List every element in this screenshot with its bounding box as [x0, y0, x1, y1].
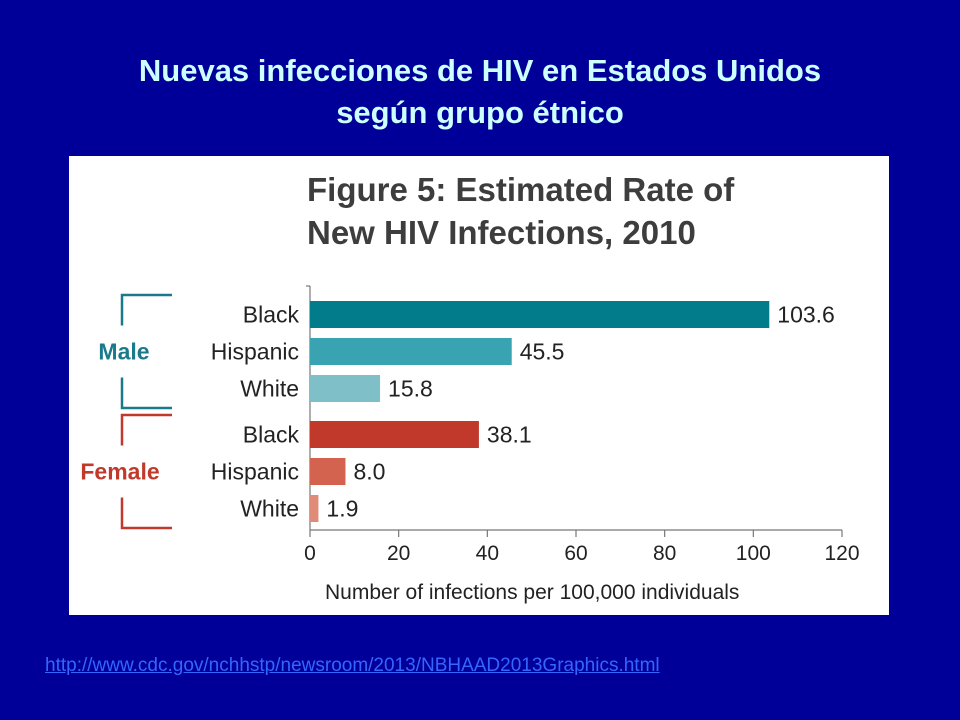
chart-panel: Figure 5: Estimated Rate of New HIV Infe…	[69, 156, 889, 615]
bar	[310, 375, 381, 402]
x-axis-label: Number of infections per 100,000 individ…	[325, 581, 739, 604]
slide-title-line-2: según grupo étnico	[336, 95, 624, 130]
bar	[310, 421, 479, 448]
x-tick-label: 0	[304, 542, 316, 565]
source-link[interactable]: http://www.cdc.gov/nchhstp/newsroom/2013…	[45, 655, 660, 676]
group-bracket-bottom	[120, 497, 172, 530]
group-label: Female	[80, 459, 159, 485]
category-label: Black	[243, 302, 300, 328]
value-label: 15.8	[388, 376, 433, 402]
category-label: White	[240, 496, 299, 522]
bar	[310, 338, 512, 365]
category-label: White	[240, 376, 299, 402]
value-label: 38.1	[487, 422, 532, 448]
value-label: 45.5	[520, 339, 565, 365]
bar	[310, 301, 770, 328]
group-label: Male	[98, 339, 149, 365]
slide-title: Nuevas infecciones de HIV en Estados Uni…	[0, 50, 960, 134]
category-label: Hispanic	[211, 459, 299, 485]
chart-title-line-2: New HIV Infections, 2010	[307, 214, 696, 251]
group-bracket-top	[120, 413, 172, 446]
category-label: Black	[243, 422, 300, 448]
value-label: 8.0	[353, 459, 385, 485]
category-label: Hispanic	[211, 339, 299, 365]
chart-title-line-1: Figure 5: Estimated Rate of	[307, 171, 735, 208]
slide-title-line-1: Nuevas infecciones de HIV en Estados Uni…	[138, 53, 822, 88]
value-label: 103.6	[777, 302, 835, 328]
bar	[310, 458, 346, 485]
bar-chart: Figure 5: Estimated Rate of New HIV Infe…	[80, 171, 859, 604]
x-tick-label: 80	[653, 542, 676, 565]
value-label: 1.9	[326, 496, 358, 522]
group-bracket-bottom	[120, 377, 172, 410]
bar	[310, 495, 319, 522]
group-bracket-top	[120, 293, 172, 326]
x-tick-label: 40	[476, 542, 499, 565]
x-tick-label: 20	[387, 542, 410, 565]
x-tick-label: 60	[564, 542, 587, 565]
x-tick-label: 120	[824, 542, 859, 565]
x-tick-label: 100	[736, 542, 771, 565]
